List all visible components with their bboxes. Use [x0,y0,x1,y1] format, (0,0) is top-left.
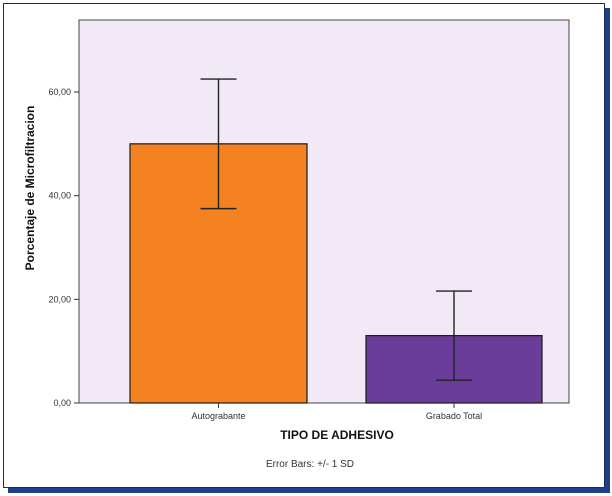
bar-autograbante [129,143,308,404]
y-axis: 0,00 20,00 40,00 60,00 [48,87,79,408]
y-tick-label: 20,00 [48,294,71,304]
frame-shadow-bottom [8,488,610,493]
frame-shadow-right [605,8,610,490]
y-tick-label: 0,00 [53,398,71,408]
error-bar-grabado-total [436,290,472,381]
x-axis: Autograbante Grabado Total [191,403,482,421]
x-tick-label: Autograbante [191,411,245,421]
y-tick-label: 60,00 [48,87,71,97]
error-bars-note: Error Bars: +/- 1 SD [266,459,354,470]
y-tick-label: 40,00 [48,191,71,201]
x-axis-title: TIPO DE ADHESIVO [280,428,394,442]
y-axis-title: Porcentaje de Microfiltracion [23,106,37,271]
x-tick-label: Grabado Total [426,411,482,421]
error-bar-autograbante [200,78,237,210]
bars-group [129,143,543,404]
error-bars-group [200,78,472,381]
